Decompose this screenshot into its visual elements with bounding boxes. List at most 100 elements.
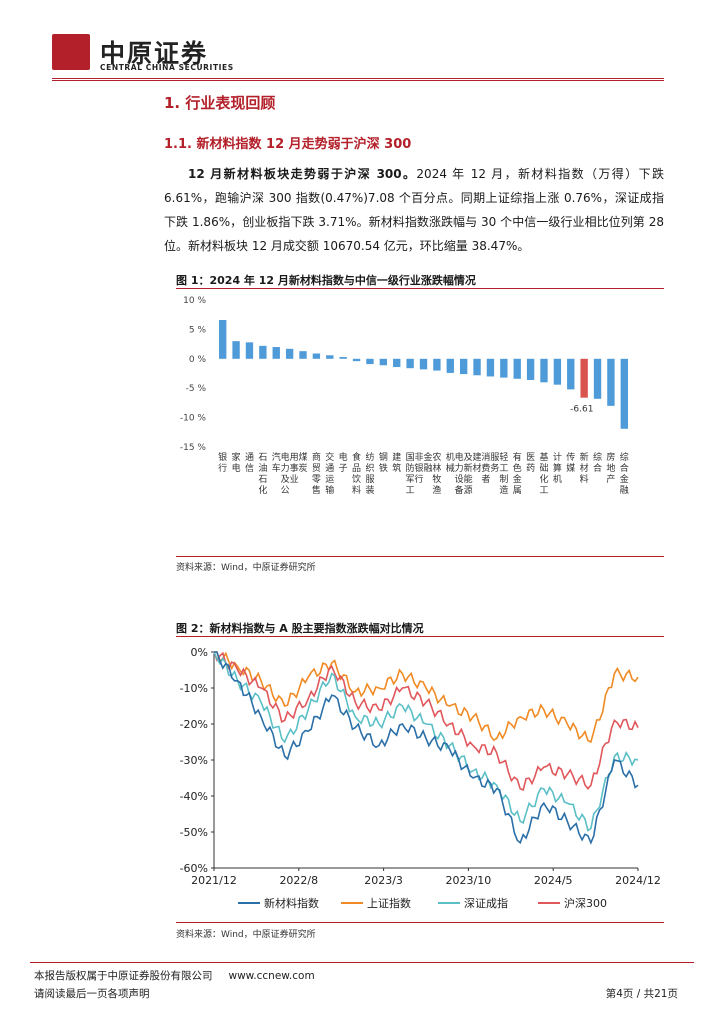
summary-paragraph: 12 月新材料板块走势弱于沪深 300。2024 年 12 月，新材料指数（万得… [164,162,664,258]
svg-text:装: 装 [365,484,374,496]
website-link[interactable]: www.ccnew.com [228,970,315,982]
y-tick-label: -50% [180,826,208,839]
category-label: 综合综合 [593,451,602,474]
svg-text:石: 石 [258,453,267,463]
svg-text:工: 工 [406,486,415,496]
legend-label: 新材料指数 [264,896,319,910]
category-label: 家电家电 [232,451,241,474]
svg-text:能: 能 [464,473,473,485]
category-label: 通信通信 [245,452,254,474]
category-label: 房地产房地产 [606,451,615,485]
svg-text:车: 车 [272,462,281,474]
category-label: 食品饮料食品饮料 [352,451,361,496]
svg-text:合: 合 [593,462,602,474]
svg-text:料: 料 [580,473,589,485]
category-label: 新材料新材料 [580,451,589,485]
svg-text:金: 金 [620,473,629,485]
svg-text:品: 品 [352,463,361,474]
x-tick-label: 2023/3 [364,874,403,887]
svg-text:综: 综 [620,451,629,463]
category-label: 综合金融综合金融 [620,451,629,496]
svg-text:纺: 纺 [365,451,374,463]
bar-1 [232,341,240,359]
svg-text:林: 林 [432,462,441,474]
series-line-2 [213,651,639,832]
svg-text:合: 合 [620,462,629,474]
svg-text:有: 有 [513,451,522,463]
svg-text:源: 源 [464,485,473,496]
category-label: 计算机计算机 [553,451,562,485]
svg-text:防: 防 [406,462,415,474]
category-label: 煤炭煤炭 [299,451,308,474]
svg-text:交: 交 [325,451,334,463]
svg-text:计: 计 [553,451,562,463]
y-tick-label: -30% [180,754,208,767]
svg-text:材: 材 [473,462,482,474]
bar-13 [393,358,401,368]
svg-text:售: 售 [312,484,321,496]
series-line-1 [214,651,639,744]
svg-text:铁: 铁 [379,462,388,474]
svg-text:者: 者 [481,474,490,485]
bar-12 [379,358,388,366]
category-label: 建材建材 [473,451,482,474]
legend-label: 深证成指 [464,896,508,910]
svg-text:及: 及 [281,474,290,485]
category-label: 交通运输交通运输 [325,451,334,496]
svg-text:公: 公 [281,485,290,496]
svg-text:药: 药 [526,463,535,474]
svg-text:服: 服 [365,474,374,485]
x-tick-label: 2023/10 [446,874,492,887]
figure1-chart: 10 %5 %0 %-5 %-10 %-15 % 银行银行家电家电通信通信石油石… [180,296,629,496]
category-label: 消费者服务消费者服务 [481,451,499,485]
y-tick-label: 10 % [183,296,206,306]
bar-18 [459,358,468,375]
svg-text:军: 军 [406,474,415,485]
svg-text:用: 用 [290,452,299,463]
bar-10 [352,358,361,362]
footer-disclaimer: 请阅读最后一页各项声明 [34,988,150,1000]
svg-text:业: 业 [290,474,299,485]
svg-text:运: 运 [325,474,334,485]
x-tick-label: 2024/5 [534,874,573,887]
footer-copyright: 本报告版权属于中原证券股份有限公司 www.ccnew.com [34,968,315,983]
bar-16 [433,358,441,371]
category-label: 轻工制造轻工制造 [499,451,508,496]
svg-text:金: 金 [513,473,522,485]
svg-text:化: 化 [539,473,548,485]
svg-text:融: 融 [620,485,629,496]
lead-sentence: 12 月新材料板块走势弱于沪深 300。 [188,167,417,181]
svg-text:融: 融 [423,463,432,474]
bar-23 [526,358,535,380]
svg-text:工: 工 [539,486,548,496]
page-number: 第4页 / 共21页 [605,988,678,1000]
svg-text:农: 农 [432,451,441,463]
category-label: 商贸零售商贸零售 [312,451,321,496]
bar-29 [607,358,615,406]
svg-text:建: 建 [473,451,482,463]
bar-7 [312,353,321,359]
bar-19 [473,358,481,376]
svg-text:及: 及 [464,452,473,463]
svg-text:新: 新 [464,462,473,474]
category-label: 电力及公用事业电力及公用事业 [281,451,299,496]
svg-text:行: 行 [218,462,227,474]
svg-text:基: 基 [539,451,548,463]
y-tick-label: -10 % [180,414,207,424]
section-heading: 1. 行业表现回顾 [164,94,276,112]
svg-text:设: 设 [455,474,464,485]
bar-8 [326,355,334,359]
bar-3 [259,345,267,359]
svg-text:属: 属 [513,485,522,496]
y-tick-label: -10% [180,682,208,695]
bar-2 [245,342,254,359]
legend-label: 沪深300 [564,896,607,910]
bar-26 [567,358,575,390]
svg-text:传: 传 [566,451,575,463]
svg-text:建: 建 [392,451,401,463]
bar-25 [553,358,562,385]
figure2-rule [176,636,664,637]
svg-text:钢: 钢 [379,451,388,463]
svg-text:电: 电 [339,451,348,463]
bar-0 [219,319,227,359]
